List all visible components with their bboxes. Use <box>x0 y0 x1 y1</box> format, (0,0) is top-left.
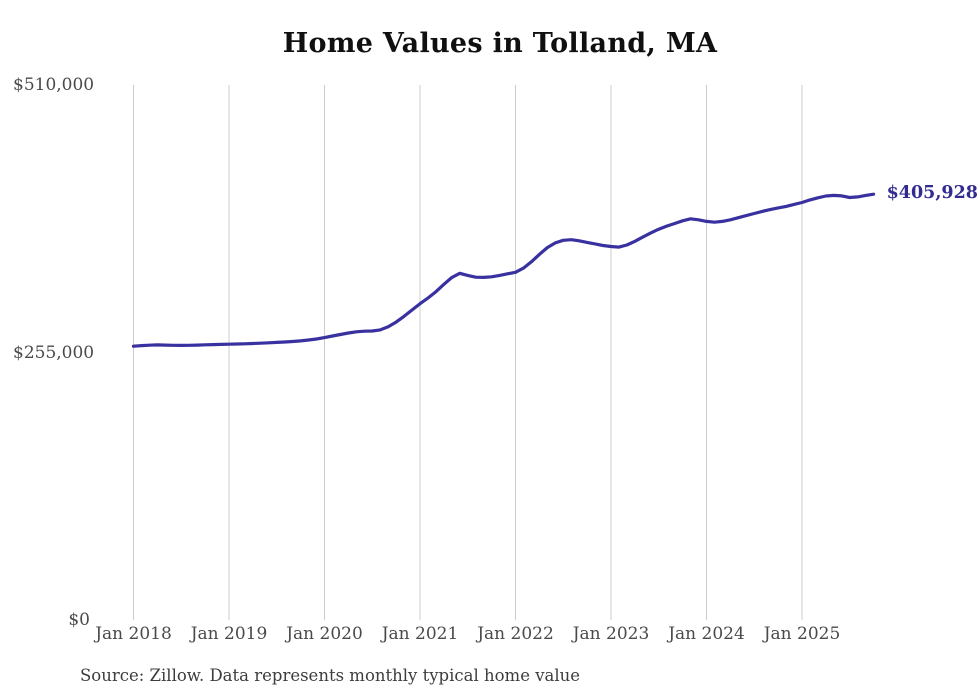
last-value-label: $405,928 <box>886 183 978 204</box>
source-note: Source: Zillow. Data represents monthly … <box>80 666 581 685</box>
x-axis-tick-label: Jan 2020 <box>286 624 363 644</box>
y-axis-tick-label: $255,000 <box>13 342 95 363</box>
home-value-line <box>131 192 876 348</box>
x-axis-tick-label: Jan 2023 <box>572 624 650 644</box>
x-axis-tick-label: Jan 2022 <box>477 624 554 644</box>
x-axis-tick-label: Jan 2018 <box>95 624 172 644</box>
x-axis-tick-label: Jan 2021 <box>381 624 459 644</box>
x-axis-tick-label: Jan 2024 <box>668 624 745 644</box>
y-axis-tick-label: $510,000 <box>13 75 95 95</box>
chart-title: Home Values in Tolland, MA <box>282 28 718 59</box>
y-axis-tick-label: $0 <box>68 610 90 630</box>
x-axis-tick-label: Jan 2019 <box>190 624 268 644</box>
x-axis-tick-label: Jan 2025 <box>763 624 841 644</box>
gridlines-group <box>133 85 803 620</box>
